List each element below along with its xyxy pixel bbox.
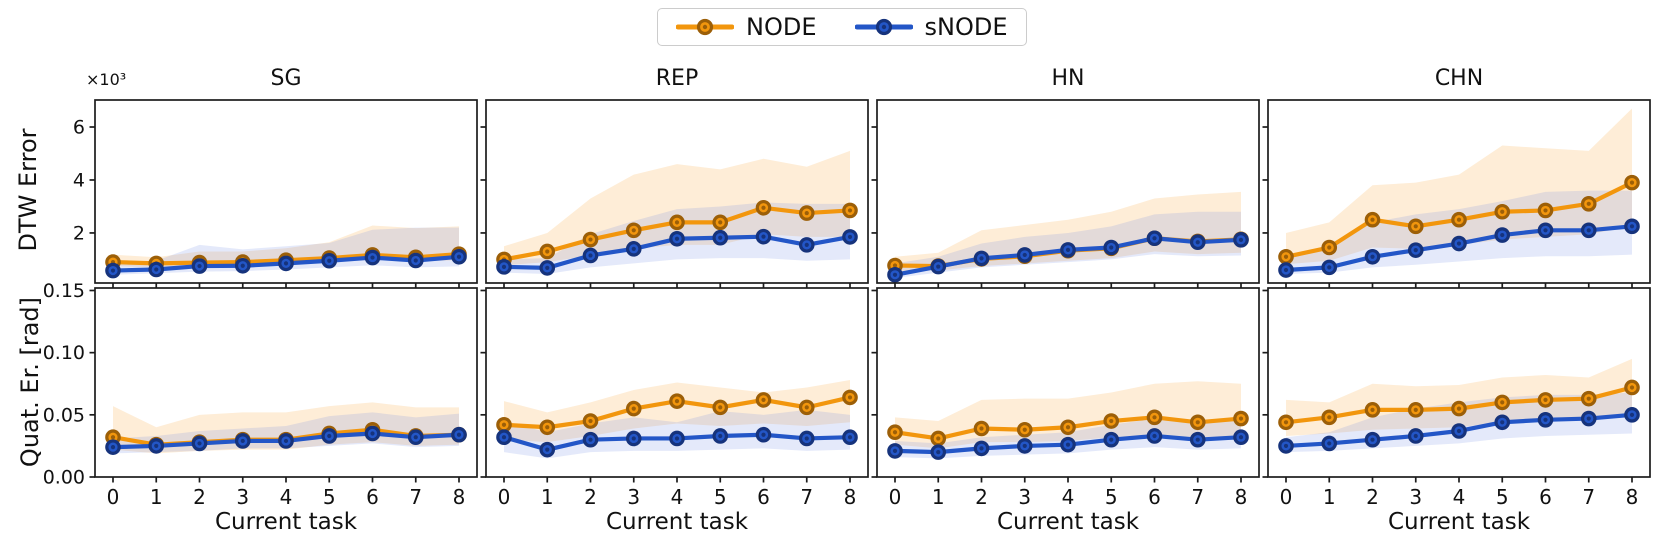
svg-text:5: 5 (714, 485, 727, 509)
svg-text:0: 0 (498, 485, 511, 509)
svg-text:0: 0 (107, 485, 120, 509)
svg-text:8: 8 (1626, 485, 1639, 509)
svg-text:8: 8 (844, 485, 857, 509)
svg-text:0.15: 0.15 (43, 280, 85, 302)
svg-text:3: 3 (1409, 485, 1422, 509)
svg-text:3: 3 (1018, 485, 1031, 509)
svg-text:0: 0 (889, 485, 902, 509)
plot-dtw-rep (480, 99, 869, 289)
svg-text:3: 3 (236, 485, 249, 509)
svg-text:2: 2 (73, 222, 85, 244)
plot-quat-sg: 0.00 0.05 0.10 0.15 0 1 2 3 4 5 6 7 8 (43, 280, 478, 509)
svg-text:0.05: 0.05 (43, 404, 85, 426)
snode-line-marker-icon (854, 18, 913, 36)
svg-text:6: 6 (73, 117, 85, 139)
svg-text:1: 1 (932, 485, 945, 509)
svg-text:1: 1 (150, 485, 163, 509)
svg-text:5: 5 (323, 485, 336, 509)
svg-text:0.10: 0.10 (43, 342, 85, 364)
legend-item-snode: sNODE (854, 13, 1008, 41)
svg-text:0.00: 0.00 (43, 467, 85, 489)
legend-item-node: NODE (676, 13, 817, 41)
svg-text:1: 1 (1323, 485, 1336, 509)
col-title-sg: SG (270, 66, 302, 91)
plot-dtw-hn (871, 99, 1260, 289)
svg-text:6: 6 (1539, 485, 1552, 509)
xlabel-hn: Current task (996, 509, 1140, 535)
svg-text:8: 8 (453, 485, 466, 509)
ylabel-quat-error: Quat. Er. [rad] (16, 296, 44, 468)
svg-text:0: 0 (1280, 485, 1293, 509)
svg-text:2: 2 (584, 485, 597, 509)
legend-label-node: NODE (746, 13, 817, 41)
xlabel-sg: Current task (214, 509, 358, 535)
y-axis-offset-text: ×10³ (86, 70, 127, 89)
col-title-rep: REP (655, 66, 699, 91)
svg-text:2: 2 (975, 485, 988, 509)
plot-quat-rep: 0 1 2 3 4 5 6 7 8 (480, 287, 869, 509)
svg-text:2: 2 (1366, 485, 1379, 509)
svg-text:2: 2 (193, 485, 206, 509)
col-title-hn: HN (1051, 66, 1085, 91)
legend: NODE sNODE (657, 8, 1027, 46)
svg-text:7: 7 (1582, 485, 1595, 509)
svg-text:3: 3 (627, 485, 640, 509)
svg-text:6: 6 (1148, 485, 1161, 509)
svg-text:8: 8 (1235, 485, 1248, 509)
svg-text:4: 4 (671, 485, 684, 509)
node-line-marker-icon (676, 18, 734, 36)
svg-text:4: 4 (1453, 485, 1466, 509)
col-title-chn: CHN (1434, 66, 1484, 91)
plot-dtw-sg: 2 4 6 (73, 99, 478, 289)
svg-text:5: 5 (1105, 485, 1118, 509)
xlabel-chn: Current task (1387, 509, 1531, 535)
svg-text:4: 4 (280, 485, 293, 509)
plot-quat-hn: 0 1 2 3 4 5 6 7 8 (871, 287, 1260, 509)
svg-text:5: 5 (1496, 485, 1509, 509)
svg-text:7: 7 (409, 485, 422, 509)
svg-text:6: 6 (757, 485, 770, 509)
plot-quat-chn: 0 1 2 3 4 5 6 7 8 (1262, 287, 1651, 509)
xlabel-rep: Current task (605, 509, 749, 535)
legend-label-snode: sNODE (924, 13, 1008, 41)
svg-text:4: 4 (1062, 485, 1075, 509)
svg-text:1: 1 (541, 485, 554, 509)
plot-dtw-chn (1262, 99, 1651, 289)
svg-text:6: 6 (366, 485, 379, 509)
svg-text:4: 4 (73, 169, 85, 191)
svg-text:7: 7 (1191, 485, 1204, 509)
svg-text:7: 7 (800, 485, 813, 509)
